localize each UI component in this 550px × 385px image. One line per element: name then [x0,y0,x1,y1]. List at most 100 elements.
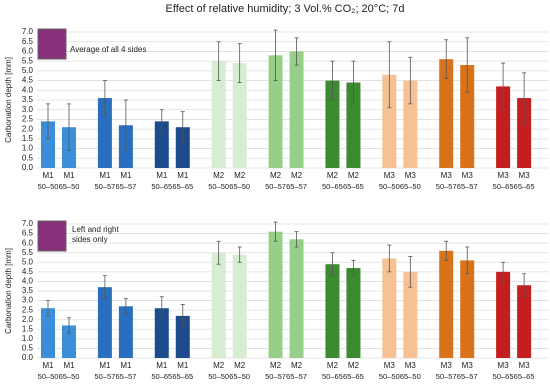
y-tick-label: 3.0 [22,296,34,305]
y-tick-label: 4.5 [22,76,34,85]
bar-label: M2 [291,361,303,370]
annotation: Left and right sides only [72,225,119,244]
bar [175,315,190,358]
bar-label: M2 [270,361,282,370]
bar-label: M1 [156,361,168,370]
bar [268,231,283,358]
x-tick-label: 50–57 [436,372,457,381]
bar-label: M2 [327,361,339,370]
y-tick-label: 2.0 [22,315,34,324]
y-tick-label: 2.5 [22,305,34,314]
bar [403,80,418,168]
bar [382,74,397,168]
y-tick-label: 2.5 [22,115,34,124]
bar [382,258,397,358]
bar [460,260,475,358]
bar-label: M1 [99,361,111,370]
x-tick-label: 50–57 [436,182,457,191]
x-tick-label: 65–57 [457,182,478,191]
x-tick-label: 50–50 [379,182,400,191]
bar-label: M1 [63,171,75,180]
x-tick-label: 50–57 [265,372,286,381]
bar [41,121,55,168]
x-tick-label: 50–57 [94,372,115,381]
y-tick-label: 4.5 [22,267,34,276]
bar [175,127,190,168]
y-tick-label: 0.5 [22,344,34,353]
bar-label: M1 [177,361,189,370]
bar [268,55,283,168]
bar-label: M3 [498,171,510,180]
bar-label: M3 [462,361,474,370]
y-tick-label: 5.0 [22,257,34,266]
x-tick-label: 50–57 [94,182,115,191]
x-tick-label: 65–50 [59,182,80,191]
bar [496,86,511,168]
y-tick-label: 0.0 [22,353,34,362]
x-tick-label: 50–50 [379,372,400,381]
x-tick-label: 65–57 [457,372,478,381]
y-tick-label: 1.0 [22,334,34,343]
bar [439,250,454,358]
bar-label: M2 [348,171,360,180]
y-tick-label: 4.0 [22,85,34,94]
y-tick-label: 0.5 [22,153,34,162]
x-tick-label: 50–65 [322,182,343,191]
bar [232,254,247,358]
bar-label: M3 [498,361,510,370]
x-tick-label: 50–65 [151,372,172,381]
bar [289,239,304,358]
bar [496,271,511,358]
bar [460,65,475,168]
bar [154,121,169,168]
bar-label: M2 [270,171,282,180]
x-tick-label: 50–50 [208,372,229,381]
x-tick-label: 65–65 [514,372,535,381]
x-tick-label: 50–65 [493,372,514,381]
x-tick-label: 50–57 [265,182,286,191]
bar-label: M1 [99,171,111,180]
bar-label: M1 [42,171,54,180]
sample-photo [37,220,67,252]
y-tick-label: 3.0 [22,105,34,114]
y-tick-label: 2.0 [22,124,34,133]
bar [41,308,55,358]
bar-label: M1 [42,361,54,370]
bar-label: M2 [213,171,225,180]
bar [439,59,454,169]
bar-label: M2 [327,171,339,180]
bar-label: M3 [441,171,453,180]
y-tick-label: 1.5 [22,324,34,333]
bar [346,268,361,358]
y-tick-label: 7.0 [22,219,34,228]
annotation: Average of all 4 sides [70,45,146,54]
y-tick-label: 6.5 [22,229,34,238]
bar [325,264,340,358]
x-tick-label: 65–65 [172,182,193,191]
x-tick-label: 65–57 [115,182,136,191]
y-tick-label: 1.5 [22,134,34,143]
x-tick-label: 65–50 [229,182,250,191]
bar-label: M3 [519,171,531,180]
y-axis-label: Carbonation depth [mm] [4,57,13,143]
y-tick-label: 5.0 [22,66,34,75]
y-tick-label: 5.5 [22,248,34,257]
x-tick-label: 65–57 [286,372,307,381]
bar-label: M2 [291,171,303,180]
bar-label: M3 [384,171,396,180]
bar-label: M1 [177,171,189,180]
bar-label: M1 [120,171,132,180]
bar [517,285,532,358]
x-tick-label: 65–50 [59,372,80,381]
x-tick-label: 50–65 [151,182,172,191]
y-tick-label: 1.0 [22,144,34,153]
bar [289,51,304,168]
x-tick-label: 50–65 [493,182,514,191]
bar [62,325,76,358]
x-tick-label: 50–65 [322,372,343,381]
bar-label: M3 [441,361,453,370]
bar-label: M1 [156,171,168,180]
bar [97,98,112,168]
x-tick-label: 65–50 [229,372,250,381]
